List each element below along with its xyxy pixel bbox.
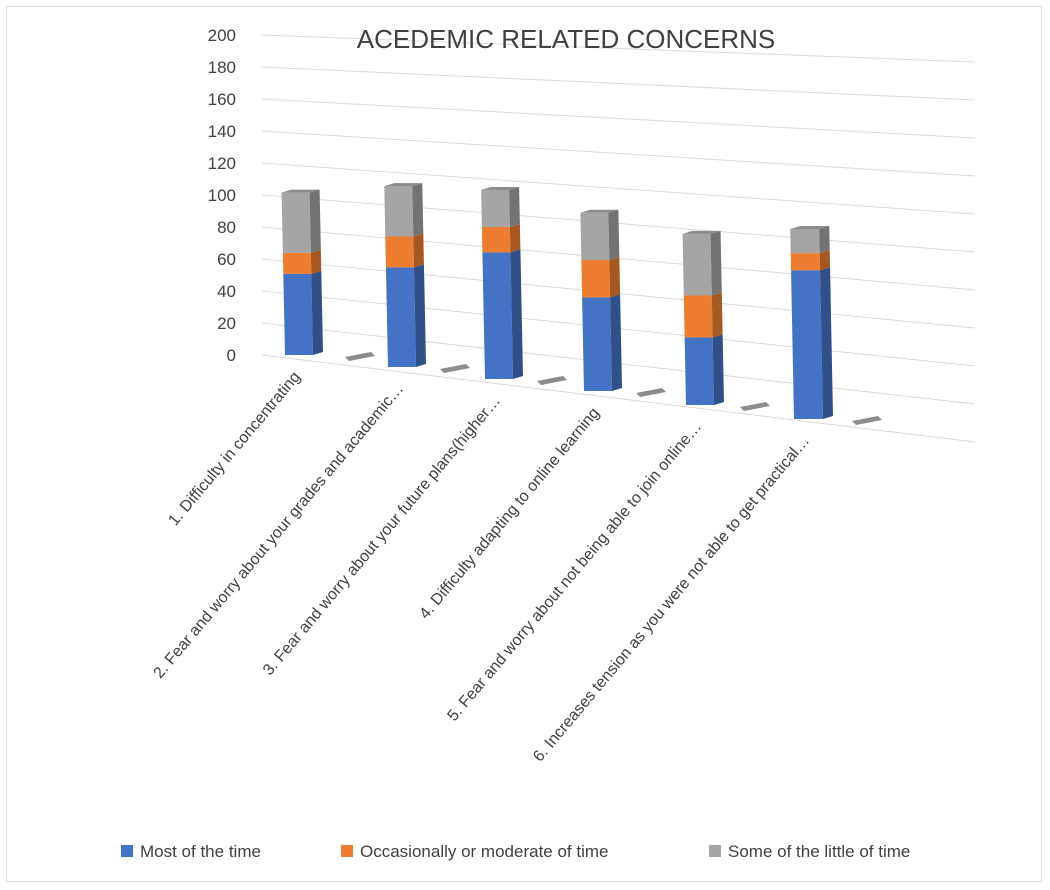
- empty-bar-stub: [636, 388, 666, 397]
- bar-segment-front: [581, 259, 611, 298]
- bar-top: [790, 226, 830, 230]
- bar-segment-front: [282, 252, 312, 274]
- legend-label: Occasionally or moderate of time: [360, 842, 609, 861]
- y-tick-label: 140: [208, 122, 236, 141]
- category-label: 1. Difficulty in concentrating: [165, 369, 304, 530]
- gridline: [261, 98, 976, 139]
- y-tick-label: 0: [227, 346, 236, 365]
- y-tick-label: 60: [217, 250, 236, 269]
- bar-segment-side: [310, 249, 322, 274]
- y-tick-label: 200: [208, 26, 236, 45]
- gridline: [261, 130, 976, 177]
- bar-segment-side: [509, 224, 521, 253]
- bar-top: [580, 209, 619, 213]
- bar-segment-front: [790, 229, 820, 254]
- y-tick-label: 80: [217, 218, 236, 237]
- bar-segment-front: [283, 273, 313, 355]
- bar-segment-side: [820, 267, 833, 419]
- bar-segment-side: [608, 209, 620, 260]
- bar-top: [481, 187, 520, 191]
- category-label: 6. Increases tension as you were not abl…: [530, 433, 813, 766]
- y-tick-label: 20: [217, 314, 236, 333]
- bar-segment-front: [385, 267, 416, 367]
- category-label: 3. Fear and worry about your future plan…: [260, 393, 504, 679]
- bar-segment-side: [819, 226, 830, 254]
- bar-segment-front: [684, 337, 714, 405]
- bars: [281, 183, 882, 425]
- empty-bar-stub: [440, 364, 470, 373]
- bar-segment-front: [790, 253, 821, 271]
- bar-segment-front: [580, 212, 610, 260]
- bar-segment-side: [510, 249, 523, 379]
- chart-frame: [6, 6, 1042, 882]
- gridline: [261, 354, 976, 443]
- category-label: 5. Fear and worry about not being able t…: [444, 419, 705, 725]
- bar-segment-side: [413, 264, 426, 367]
- bar-top: [682, 230, 721, 234]
- legend-swatch: [121, 845, 133, 857]
- legend-swatch: [341, 845, 353, 857]
- bar-segment-side: [609, 256, 621, 298]
- category-label: 2. Fear and worry about your grades and …: [151, 381, 408, 682]
- bar-segment-side: [711, 292, 723, 338]
- bar-segment-front: [682, 233, 712, 296]
- empty-bar-stub: [537, 376, 567, 385]
- gridline: [261, 66, 976, 101]
- y-tick-label: 40: [217, 282, 236, 301]
- bar-segment-front: [481, 190, 510, 228]
- bar-top: [384, 183, 423, 187]
- empty-bar-stub: [740, 402, 770, 411]
- bar-segment-side: [311, 270, 323, 355]
- bar-segment-front: [385, 236, 414, 268]
- y-tick-label: 180: [208, 58, 236, 77]
- legend-label: Some of the little of time: [728, 842, 910, 861]
- empty-bar-stub: [345, 352, 375, 361]
- bar-segment-front: [582, 297, 612, 391]
- bar-segment-front: [791, 270, 823, 419]
- gridline: [261, 162, 976, 215]
- bar-top: [281, 189, 320, 193]
- bar-segment-side: [712, 334, 724, 405]
- bar-segment-front: [683, 295, 713, 338]
- gridline: [261, 34, 976, 63]
- category-label: 4. Difficulty adapting to online learnin…: [416, 405, 603, 623]
- y-tick-label: 160: [208, 90, 236, 109]
- y-tick-label: 100: [208, 186, 236, 205]
- bar-segment-side: [412, 183, 424, 237]
- bar-segment-side: [509, 187, 520, 228]
- legend-swatch: [709, 845, 721, 857]
- y-tick-label: 120: [208, 154, 236, 173]
- bar-segment-side: [413, 233, 424, 268]
- bar-segment-front: [482, 252, 513, 379]
- empty-bar-stub: [852, 416, 882, 425]
- bar-segment-front: [384, 186, 414, 237]
- legend-label: Most of the time: [140, 842, 261, 861]
- y-axis-ticks: 0 20 40 60 80 100 120 140 160 180 200: [208, 26, 236, 365]
- bar-segment-side: [819, 250, 831, 271]
- bar-segment-side: [610, 294, 622, 391]
- bar-segment-side: [710, 230, 722, 296]
- legend: Most of the time Occasionally or moderate…: [121, 842, 910, 861]
- chart-title: ACEDEMIC RELATED CONCERNS: [357, 24, 775, 54]
- gridlines: [261, 34, 976, 443]
- bar-segment-front: [281, 192, 311, 253]
- bar-segment-side: [309, 189, 321, 253]
- bar-segment-front: [481, 227, 511, 253]
